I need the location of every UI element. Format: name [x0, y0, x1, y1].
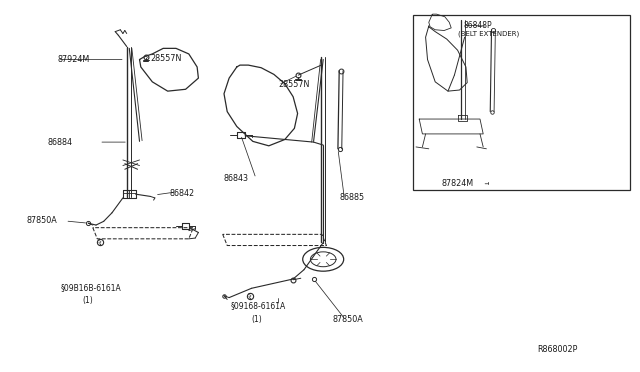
Text: S: S: [98, 239, 102, 244]
Text: (1): (1): [82, 296, 93, 305]
Text: 86842: 86842: [170, 189, 195, 198]
Text: 28557N: 28557N: [150, 54, 182, 63]
Text: (1): (1): [252, 315, 262, 324]
Text: 28557N: 28557N: [278, 80, 310, 89]
Text: §09B16B-6161A: §09B16B-6161A: [61, 283, 122, 292]
Text: (BELT EXTENDER): (BELT EXTENDER): [458, 30, 520, 37]
Bar: [413, 15, 630, 190]
Text: 86843: 86843: [224, 174, 249, 183]
Text: 86885: 86885: [339, 193, 364, 202]
Text: R868002P: R868002P: [538, 345, 578, 354]
Text: §09168-6161A: §09168-6161A: [230, 301, 285, 310]
Text: 86848P: 86848P: [463, 21, 492, 30]
Text: 87824M: 87824M: [442, 179, 474, 188]
Text: 87850A: 87850A: [27, 217, 58, 225]
Text: 86884: 86884: [48, 138, 73, 147]
Text: S: S: [248, 293, 252, 298]
Text: 87850A: 87850A: [333, 315, 364, 324]
Text: 87924M: 87924M: [58, 55, 90, 64]
